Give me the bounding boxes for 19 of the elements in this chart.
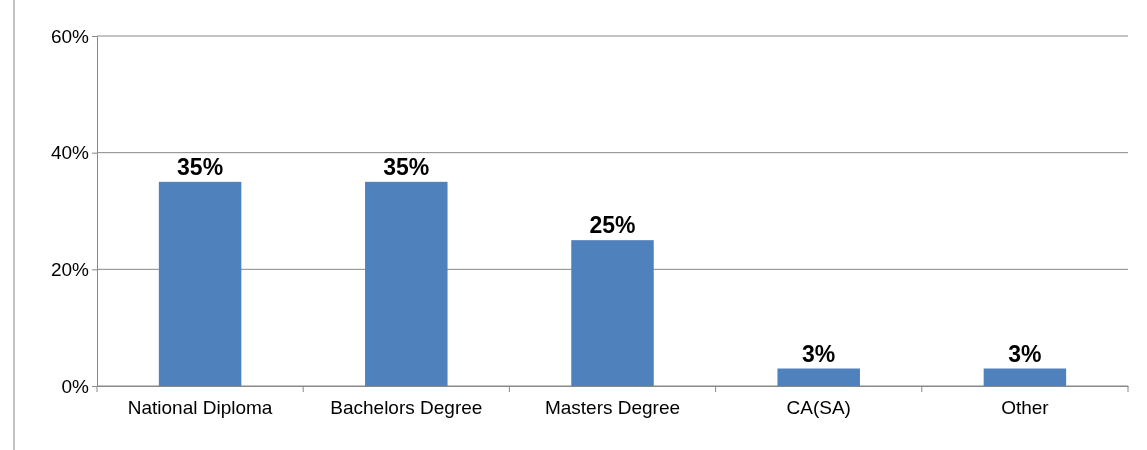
bar [571, 240, 654, 386]
data-label: 35% [177, 153, 224, 180]
y-tick-label: 40% [50, 142, 90, 164]
bar [158, 181, 242, 386]
data-label: 35% [383, 153, 430, 180]
data-label: 25% [589, 212, 636, 239]
y-tick-label: 20% [50, 258, 90, 280]
data-label: 3% [1008, 340, 1042, 367]
data-label: 3% [802, 340, 836, 367]
y-tick-label: 60% [50, 25, 90, 47]
y-tick-label: 0% [61, 375, 90, 397]
x-tick-label: CA(SA) [786, 396, 851, 418]
bar [777, 368, 860, 386]
x-tick-label: National Diploma [127, 396, 273, 418]
x-tick-label: Masters Degree [544, 396, 681, 418]
bar [983, 368, 1067, 386]
bar [365, 181, 448, 386]
x-tick-label: Bachelors Degree [330, 396, 483, 418]
x-tick-label: Other [1001, 396, 1050, 418]
